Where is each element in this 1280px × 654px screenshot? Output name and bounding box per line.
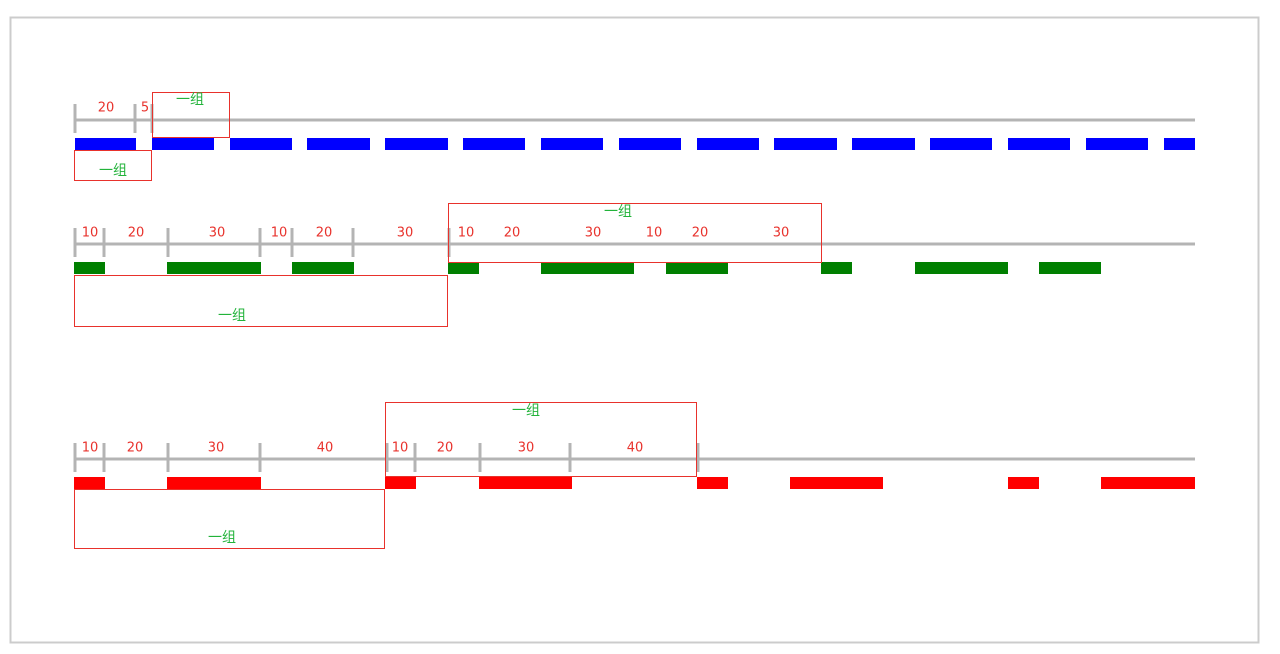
dash bbox=[292, 262, 354, 274]
segment-label: 10 bbox=[271, 226, 288, 241]
segment-label: 10 bbox=[458, 226, 475, 241]
dash bbox=[307, 138, 370, 150]
segment-label: 5 bbox=[141, 101, 149, 116]
dash bbox=[152, 138, 214, 150]
dash bbox=[666, 262, 728, 274]
segment-label: 20 bbox=[437, 441, 454, 456]
segment-label: 30 bbox=[397, 226, 414, 241]
dash bbox=[479, 477, 572, 489]
dash bbox=[1039, 262, 1101, 274]
segment-label: 40 bbox=[317, 441, 334, 456]
dash bbox=[230, 138, 292, 150]
group-label: 一组 bbox=[512, 403, 540, 419]
segment-label: 40 bbox=[627, 441, 644, 456]
dash bbox=[385, 477, 416, 489]
dash bbox=[1008, 138, 1070, 150]
dash bbox=[167, 477, 261, 489]
group-box bbox=[74, 489, 385, 549]
dash bbox=[697, 477, 728, 489]
frame bbox=[9, 16, 1260, 644]
dash bbox=[1164, 138, 1195, 150]
dash bbox=[619, 138, 681, 150]
dash bbox=[915, 262, 1008, 274]
dash bbox=[463, 138, 525, 150]
group-label: 一组 bbox=[604, 204, 632, 220]
dash bbox=[74, 262, 105, 274]
segment-label: 10 bbox=[646, 226, 663, 241]
group-label: 一组 bbox=[176, 92, 204, 108]
segment-label: 10 bbox=[392, 441, 409, 456]
dash bbox=[75, 138, 136, 150]
dash bbox=[821, 262, 852, 274]
dash bbox=[1086, 138, 1148, 150]
dash bbox=[541, 138, 603, 150]
dash bbox=[74, 477, 105, 489]
dash bbox=[790, 477, 883, 489]
segment-label: 20 bbox=[504, 226, 521, 241]
segment-label: 30 bbox=[208, 441, 225, 456]
dash bbox=[774, 138, 837, 150]
segment-label: 10 bbox=[82, 226, 99, 241]
segment-label: 20 bbox=[128, 226, 145, 241]
dash bbox=[167, 262, 261, 274]
group-label: 一组 bbox=[218, 308, 246, 324]
dash bbox=[448, 262, 479, 274]
group-label: 一组 bbox=[99, 163, 127, 179]
segment-label: 20 bbox=[127, 441, 144, 456]
dash bbox=[697, 138, 759, 150]
dash bbox=[1008, 477, 1039, 489]
group-box bbox=[385, 402, 697, 477]
segment-label: 30 bbox=[585, 226, 602, 241]
dash bbox=[541, 262, 634, 274]
group-label: 一组 bbox=[208, 530, 236, 546]
segment-label: 10 bbox=[82, 441, 99, 456]
segment-label: 30 bbox=[518, 441, 535, 456]
group-box bbox=[152, 92, 230, 138]
segment-label: 30 bbox=[209, 226, 226, 241]
group-box bbox=[448, 203, 822, 263]
segment-label: 20 bbox=[316, 226, 333, 241]
segment-label: 30 bbox=[773, 226, 790, 241]
dash bbox=[385, 138, 448, 150]
segment-label: 20 bbox=[98, 101, 115, 116]
group-box bbox=[74, 150, 152, 181]
dash bbox=[930, 138, 992, 150]
segment-label: 20 bbox=[692, 226, 709, 241]
group-box bbox=[74, 275, 448, 327]
dash bbox=[1101, 477, 1195, 489]
dash bbox=[852, 138, 915, 150]
